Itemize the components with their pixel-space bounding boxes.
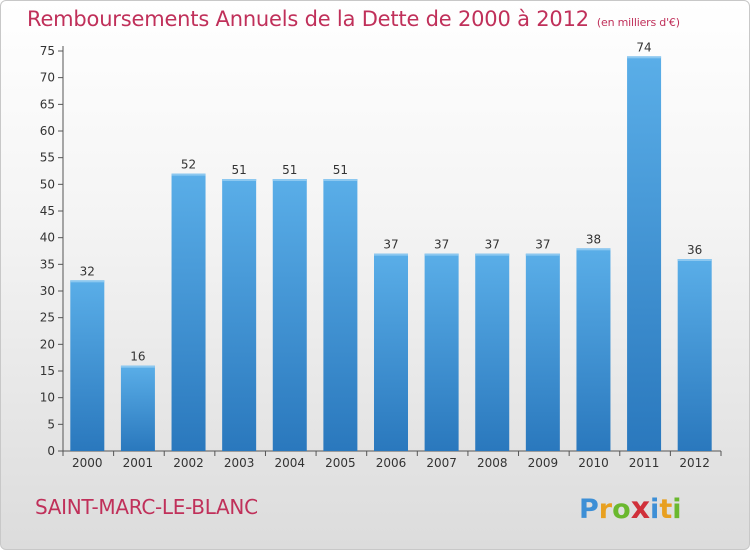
logo-letter: i bbox=[650, 494, 660, 525]
bar-top-edge bbox=[272, 179, 307, 181]
x-tick-label: 2006 bbox=[376, 456, 407, 470]
bar-value-label: 37 bbox=[434, 238, 449, 252]
x-tick-label: 2007 bbox=[426, 456, 457, 470]
bar-value-label: 38 bbox=[586, 232, 601, 246]
y-tick-label: 55 bbox=[40, 151, 55, 165]
logo-letter: t bbox=[659, 494, 673, 525]
bar bbox=[222, 179, 257, 451]
bar-top-edge bbox=[171, 173, 206, 176]
y-tick-label: 70 bbox=[40, 71, 55, 85]
y-tick-label: 60 bbox=[40, 124, 55, 138]
x-tick-label: 2012 bbox=[679, 456, 710, 470]
bar-value-label: 51 bbox=[282, 163, 297, 177]
y-tick-label: 0 bbox=[47, 444, 55, 458]
y-tick-label: 45 bbox=[40, 204, 55, 218]
bar bbox=[677, 259, 712, 451]
commune-name: SAINT-MARC-LE-BLANC bbox=[35, 495, 258, 519]
title-text: Remboursements Annuels de la Dette de 20… bbox=[27, 7, 589, 31]
bar-top-edge bbox=[627, 56, 662, 59]
logo-letter: P bbox=[579, 494, 599, 525]
x-tick-label: 2003 bbox=[224, 456, 255, 470]
proxiti-logo: Proxiti bbox=[579, 491, 682, 526]
axes: 0 5 10 15 20 25 30 35 40 45 50 55 60 65 70 75 2000 2001 20… bbox=[40, 44, 722, 470]
bar bbox=[475, 253, 510, 451]
logo-letter: o bbox=[612, 494, 631, 525]
bar bbox=[576, 248, 611, 451]
y-tick-label: 5 bbox=[47, 417, 55, 431]
x-tick-label: 2004 bbox=[274, 456, 305, 470]
bar-value-label: 52 bbox=[181, 158, 196, 172]
bar-top-edge bbox=[374, 253, 408, 256]
y-tick-label: 10 bbox=[40, 391, 55, 405]
bar bbox=[525, 253, 560, 451]
bar-value-label: 37 bbox=[485, 238, 500, 252]
y-tick-label: 25 bbox=[40, 311, 55, 325]
bar-top-edge bbox=[323, 179, 358, 181]
bar-top-edge bbox=[424, 253, 459, 256]
bar-top-edge bbox=[70, 280, 105, 283]
bar-value-label: 37 bbox=[383, 238, 398, 252]
bar-top-edge bbox=[475, 253, 510, 256]
logo-letter: r bbox=[598, 494, 613, 525]
bar bbox=[120, 365, 155, 451]
x-tick-label: 2011 bbox=[629, 456, 660, 470]
bar-value-label: 37 bbox=[535, 238, 550, 252]
bar-value-label: 74 bbox=[636, 40, 651, 54]
y-tick-label: 65 bbox=[40, 97, 55, 111]
x-tick-label: 2008 bbox=[477, 456, 508, 470]
bars: 32 16 52 51 51 51 37 37 37 37 38 74 36 bbox=[70, 40, 712, 451]
bar-top-edge bbox=[222, 179, 257, 181]
x-tick-label: 2000 bbox=[72, 456, 103, 470]
logo-letter: i bbox=[672, 494, 682, 525]
y-tick-label: 50 bbox=[40, 177, 55, 191]
bar-top-edge bbox=[677, 259, 712, 261]
y-tick-label: 75 bbox=[40, 44, 55, 58]
chart-title: Remboursements Annuels de la Dette de 20… bbox=[27, 7, 680, 31]
y-tick-label: 35 bbox=[40, 257, 55, 271]
y-tick-label: 40 bbox=[40, 231, 55, 245]
bar bbox=[374, 253, 408, 451]
logo-letter: x bbox=[630, 491, 651, 526]
x-tick-label: 2010 bbox=[578, 456, 609, 470]
x-tick-label: 2009 bbox=[528, 456, 559, 470]
bar bbox=[627, 56, 662, 451]
x-tick-label: 2001 bbox=[123, 456, 154, 470]
bar-value-label: 51 bbox=[232, 163, 247, 177]
x-tick-label: 2005 bbox=[325, 456, 356, 470]
bar-value-label: 32 bbox=[80, 264, 95, 278]
bar-value-label: 51 bbox=[333, 163, 348, 177]
y-tick-label: 20 bbox=[40, 337, 55, 351]
x-tick-label: 2002 bbox=[173, 456, 204, 470]
bar-value-label: 36 bbox=[687, 243, 702, 257]
bar-top-edge bbox=[525, 253, 560, 256]
y-tick-label: 30 bbox=[40, 284, 55, 298]
bar-value-label: 16 bbox=[130, 350, 145, 364]
bar bbox=[323, 179, 358, 451]
bar-top-edge bbox=[576, 248, 611, 251]
bar bbox=[70, 280, 105, 451]
bar-top-edge bbox=[120, 365, 155, 368]
y-tick-label: 15 bbox=[40, 364, 55, 378]
bar bbox=[171, 173, 206, 451]
bar bbox=[424, 253, 459, 451]
unit-note: (en milliers d'€) bbox=[596, 16, 680, 29]
bar bbox=[272, 179, 307, 451]
